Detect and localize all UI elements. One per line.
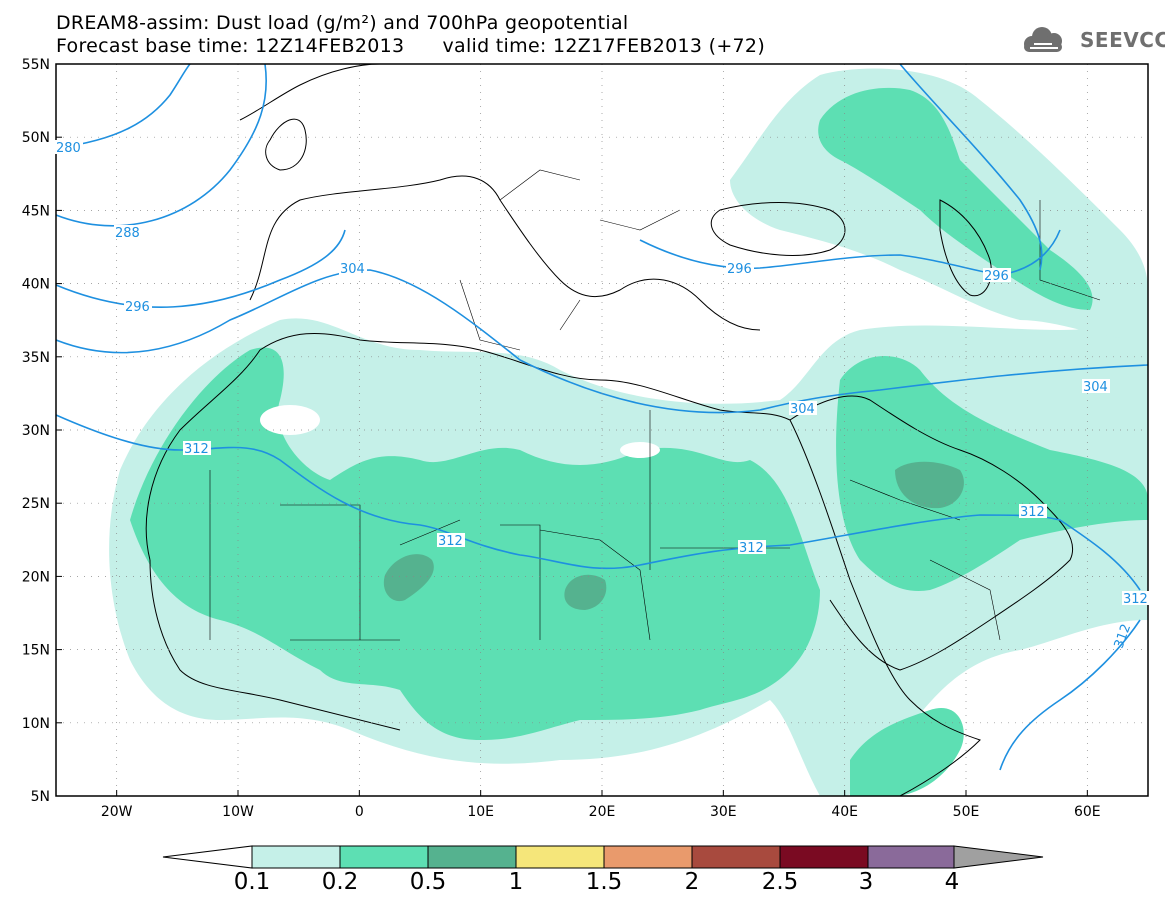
colorbar [162, 845, 1044, 869]
clear-area-1 [620, 442, 660, 458]
colorbar-bin-2 [427, 845, 517, 869]
lat-tick-label: 45N [22, 203, 50, 219]
contour-labels: 280 288 296 304 312 312 312 304 296 296 … [55, 140, 1150, 651]
colorbar-label: 0.5 [409, 869, 447, 895]
longitude-axis: 20W 10W 0 10E 20E 30E 40E 50E 60E [101, 790, 1101, 820]
lat-tick-label: 55N [22, 57, 50, 73]
dust-area-medium-caspian [818, 87, 1093, 310]
coastlines [145, 64, 1074, 796]
lon-tick-label: 20E [589, 804, 616, 820]
contour-label: 296 [984, 269, 1009, 284]
contour-label: 296 [727, 262, 752, 277]
contour-label: 304 [1083, 380, 1108, 395]
coast-europe [239, 64, 761, 331]
coast-west-africa [149, 559, 401, 731]
colorbar-bin-7 [867, 845, 955, 869]
lat-tick-label: 40N [22, 277, 50, 293]
colorbar-label: 1.5 [585, 869, 623, 895]
lat-tick-label: 10N [22, 716, 50, 732]
contour-288 [56, 64, 268, 227]
border-2 [459, 169, 681, 351]
contour-label: 296 [125, 300, 150, 315]
dust-field [109, 68, 1148, 796]
contour-280 [56, 64, 191, 149]
border-1 [209, 410, 790, 641]
colorbar-label: 2 [684, 869, 700, 895]
dust-area-medium-arabia [836, 356, 1148, 591]
colorbar-bin-4 [603, 845, 693, 869]
colorbar-label: 2.5 [761, 869, 799, 895]
contour-label: 312 [184, 442, 209, 457]
colorbar-bin-1 [339, 845, 429, 869]
colorbar-low-arrow [162, 845, 253, 869]
lat-tick-label: 25N [22, 496, 50, 512]
colorbar-label: 3 [858, 869, 874, 895]
contour-label: 312 [438, 534, 463, 549]
country-borders [209, 169, 1101, 641]
clear-area-2 [260, 405, 320, 435]
contour-label: 280 [56, 141, 81, 156]
dust-area-medium-horn [850, 708, 964, 796]
map-title-line2: Forecast base time: 12Z14FEB2013 valid t… [56, 35, 766, 57]
lat-tick-label: 30N [22, 423, 50, 439]
geopotential-contours [56, 64, 1148, 771]
contour-label: 288 [115, 226, 140, 241]
lon-tick-label: 40E [831, 804, 858, 820]
contour-label: 304 [790, 402, 815, 417]
dust-area-dark-mali [383, 554, 434, 602]
coast-uk [265, 118, 307, 171]
lon-tick-label: 50E [953, 804, 980, 820]
lon-tick-label: 10W [222, 804, 254, 820]
colorbar-high-arrow [953, 845, 1044, 869]
contour-label: 312 [1020, 505, 1045, 520]
contour-label: 312 [1112, 622, 1135, 650]
colorbar-label: 0.2 [321, 869, 359, 895]
map-title-line1: DREAM8-assim: Dust load (g/m²) and 700hP… [56, 12, 629, 34]
dust-area-dark-arabia [895, 461, 964, 509]
lon-tick-label: 60E [1074, 804, 1101, 820]
colorbar-bin-6 [779, 845, 869, 869]
lon-tick-label: 10E [467, 804, 494, 820]
colorbar-bin-0 [251, 845, 341, 869]
contour-304-east [899, 64, 1043, 271]
gridlines [56, 64, 1148, 796]
dust-area-dark-chad [564, 574, 607, 610]
contour-312 [56, 414, 1141, 591]
lon-tick-label: 20W [101, 804, 133, 820]
lon-tick-label: 30E [710, 804, 737, 820]
colorbar-label: 0.1 [233, 869, 271, 895]
coast-arabia [789, 395, 1074, 671]
lat-tick-label: 35N [22, 350, 50, 366]
border-3 [849, 200, 1101, 641]
contour-296-west [56, 229, 346, 308]
contour-304-west [56, 269, 1148, 414]
lat-tick-label: 50N [22, 130, 50, 146]
cloud-icon [1024, 27, 1062, 52]
lon-tick-label: 0 [355, 804, 364, 820]
contour-label: 312 [1123, 592, 1148, 607]
contour-312-east [999, 619, 1141, 771]
lat-tick-label: 15N [22, 643, 50, 659]
latitude-axis: 55N 50N 45N 40N 35N 30N 25N 20N 15N 10N 5N [22, 57, 62, 805]
logo-text: SEEVCCC [1080, 28, 1165, 52]
contour-label: 304 [340, 262, 365, 277]
dust-area-medium-sahara [130, 347, 820, 740]
contour-label: 312 [739, 541, 764, 556]
colorbar-label: 1 [508, 869, 524, 895]
lat-tick-label: 5N [31, 789, 50, 805]
contour-296-east [639, 229, 1061, 276]
lat-tick-label: 20N [22, 569, 50, 585]
coast-africa [145, 333, 981, 796]
colorbar-bin-5 [691, 845, 781, 869]
colorbar-bin-3 [515, 845, 605, 869]
coast-black-sea [710, 202, 846, 256]
colorbar-label: 4 [944, 869, 960, 895]
